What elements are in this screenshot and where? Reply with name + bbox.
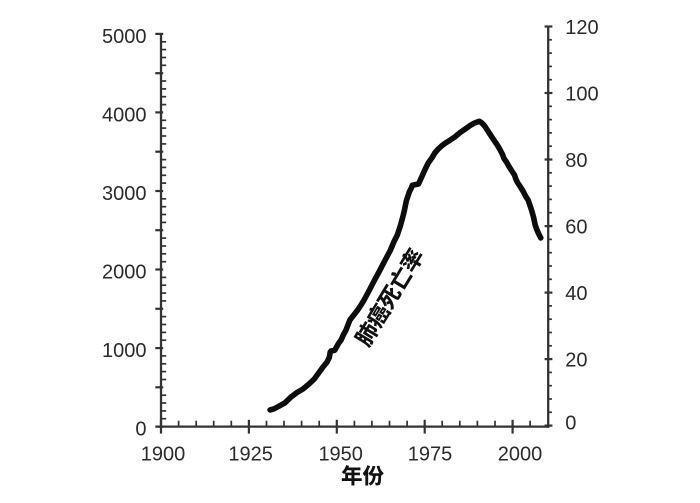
svg-text:5000: 5000: [102, 26, 147, 48]
svg-text:1900: 1900: [141, 443, 186, 465]
svg-text:60: 60: [565, 216, 587, 238]
svg-text:1975: 1975: [408, 443, 453, 465]
svg-text:0: 0: [135, 419, 146, 441]
svg-text:40: 40: [565, 283, 587, 305]
svg-text:100: 100: [565, 83, 598, 105]
svg-text:3000: 3000: [102, 183, 147, 205]
svg-text:0: 0: [565, 412, 576, 434]
svg-text:120: 120: [565, 17, 598, 39]
svg-text:2000: 2000: [102, 262, 147, 284]
svg-text:1950: 1950: [318, 443, 363, 465]
svg-text:2000: 2000: [498, 443, 543, 465]
svg-text:4000: 4000: [102, 104, 147, 126]
svg-text:1925: 1925: [228, 443, 273, 465]
svg-text:20: 20: [565, 349, 587, 371]
svg-text:80: 80: [565, 150, 587, 172]
svg-text:1000: 1000: [102, 340, 147, 362]
